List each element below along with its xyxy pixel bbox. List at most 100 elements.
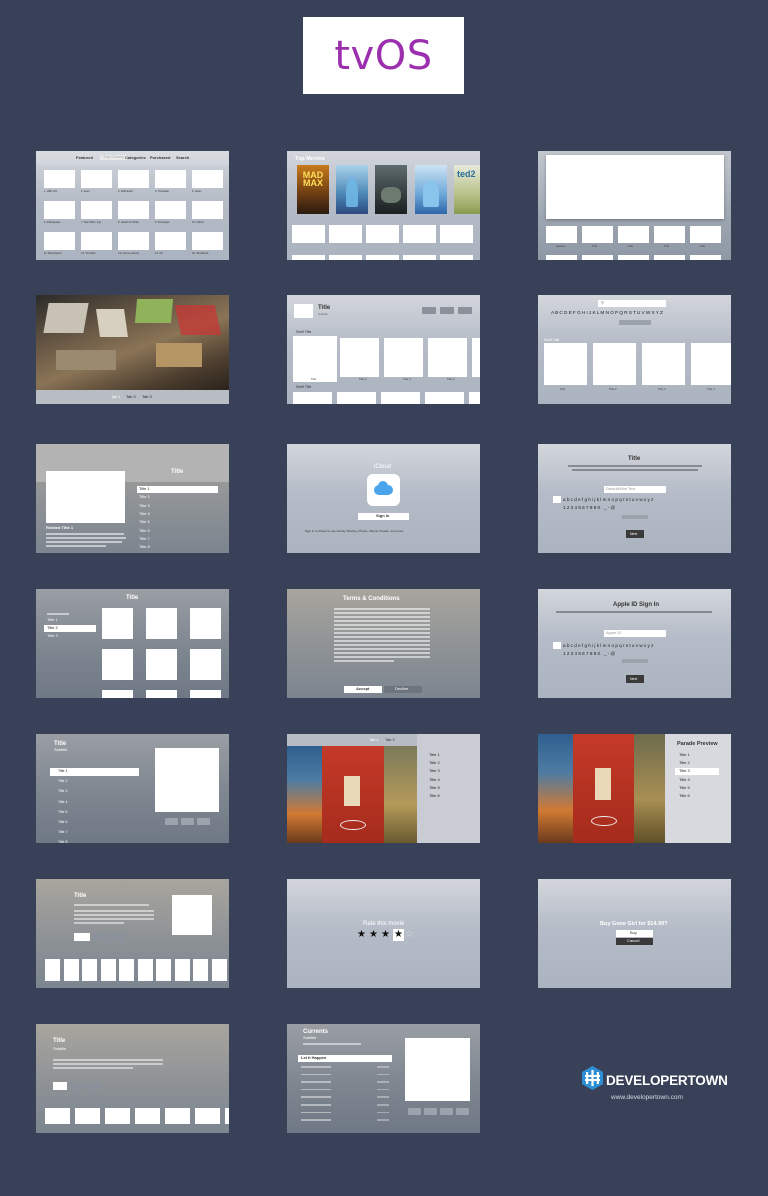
keyboard-row-numbers[interactable]: 1 2 3 4 5 6 7 8 9 0 . _ - @ xyxy=(563,651,616,656)
shelf-item[interactable] xyxy=(135,1108,160,1124)
app-icon[interactable] xyxy=(118,201,149,219)
shelf-item[interactable] xyxy=(225,1108,229,1124)
next-button[interactable] xyxy=(626,530,644,538)
grid-item[interactable] xyxy=(146,649,177,680)
star-icon[interactable]: ★ xyxy=(381,929,390,940)
movie-tile[interactable] xyxy=(440,255,473,260)
appleid-input[interactable] xyxy=(604,630,666,637)
movie-tile[interactable] xyxy=(329,255,362,260)
terms-conditions-template[interactable]: Terms & Conditions Accept Decline xyxy=(287,589,480,698)
action-button[interactable] xyxy=(74,933,90,941)
grid-item[interactable] xyxy=(102,649,133,680)
shelf-item[interactable] xyxy=(690,226,721,243)
app-store-top-charts-template[interactable]: Featured Top Charts Categories Purchased… xyxy=(36,151,229,260)
shelf-item[interactable] xyxy=(654,226,685,243)
shelf-item[interactable] xyxy=(211,959,227,981)
track-row[interactable] xyxy=(301,1081,331,1083)
modal-overlay-template[interactable]: Season Title Title Title Title xyxy=(538,151,731,260)
tab-top-charts[interactable]: Top Charts xyxy=(100,154,127,160)
shelf-item[interactable] xyxy=(82,959,97,981)
list-item-selected[interactable] xyxy=(137,486,218,493)
app-icon[interactable] xyxy=(192,201,223,219)
apple-id-signin-template[interactable]: Apple ID Sign In Apple ID a b c d e f g … xyxy=(538,589,731,698)
developertown-logo[interactable]: DEVELOPERTOWN www.developertown.com xyxy=(582,1063,728,1103)
sidebar-item-selected[interactable] xyxy=(44,625,96,632)
app-icon[interactable] xyxy=(81,232,112,250)
shelf-item[interactable] xyxy=(618,226,649,243)
key-shift[interactable] xyxy=(553,642,561,649)
keyboard-mode-toggle[interactable] xyxy=(619,320,651,325)
app-icon[interactable] xyxy=(155,170,186,188)
photo-tile[interactable] xyxy=(634,734,665,843)
shelf-item[interactable] xyxy=(546,226,577,243)
purchase-confirm-template[interactable]: Buy Gone Girl for $14.99? Buy Cancel xyxy=(538,879,731,988)
app-icon[interactable] xyxy=(118,232,149,250)
list-item-selected[interactable] xyxy=(50,768,139,776)
app-icon[interactable] xyxy=(44,170,75,188)
action-button[interactable] xyxy=(181,818,194,825)
sidebar-grid-template[interactable]: Title Title 1 Title 2 Title 3 xyxy=(36,589,229,698)
result-item[interactable] xyxy=(593,343,636,385)
keyboard-letters[interactable]: A B C D E F G H I J K L M N O P Q R S T … xyxy=(551,311,663,316)
star-icon[interactable]: ★ xyxy=(357,929,366,940)
shelf-item[interactable] xyxy=(105,1108,130,1124)
action-button[interactable] xyxy=(422,307,436,314)
action-button[interactable] xyxy=(408,1108,421,1115)
tab-purchased[interactable]: Purchased xyxy=(150,155,171,160)
rating-template[interactable]: Rate this movie ★ ★ ★ ★ ☆ xyxy=(287,879,480,988)
shelf-item[interactable] xyxy=(45,1108,70,1124)
detail-buttons-template[interactable]: Title Subtitle xyxy=(36,1024,229,1133)
track-row[interactable] xyxy=(301,1104,331,1106)
app-icon[interactable] xyxy=(44,201,75,219)
movie-tile[interactable] xyxy=(292,225,325,243)
tab-2[interactable]: Tab 2 xyxy=(385,737,395,742)
shelf-item[interactable] xyxy=(384,338,423,377)
split-list-template[interactable]: Title Related Title 1 Title 1 Title 2 Titl… xyxy=(36,444,229,553)
shelf-item[interactable] xyxy=(618,255,649,260)
movie-tile[interactable] xyxy=(403,255,436,260)
keyboard-row-letters[interactable]: a b c d e f g h i j k l m n o p q r s t … xyxy=(563,643,654,648)
photo-tile[interactable] xyxy=(287,746,322,843)
music-album-template[interactable]: Currents Subtitle Let It Happen xyxy=(287,1024,480,1133)
tab-featured[interactable]: Featured xyxy=(76,155,93,160)
tab-search[interactable]: Search xyxy=(176,155,190,160)
action-button[interactable] xyxy=(197,818,210,825)
movie-tile[interactable] xyxy=(292,255,325,260)
movie-poster[interactable] xyxy=(415,165,447,214)
grid-item[interactable] xyxy=(102,690,133,698)
list-preview-template[interactable]: Title Subtitle Title 1 Title 2 Title 3 Titl… xyxy=(36,734,229,843)
shelf-item[interactable] xyxy=(119,959,134,981)
star-icon[interactable]: ★ xyxy=(393,929,404,941)
parade-preview-template[interactable]: Parade Preview Title 1 Title 2 Title 3 Titl… xyxy=(538,734,731,843)
action-button[interactable] xyxy=(440,307,454,314)
text-input[interactable] xyxy=(604,486,666,493)
product-detail-template[interactable]: Title xyxy=(36,879,229,988)
shelf-item[interactable] xyxy=(63,959,79,981)
tab-2[interactable]: Tab 2 xyxy=(126,394,136,399)
shelf-item[interactable] xyxy=(428,338,467,377)
action-button[interactable] xyxy=(456,1108,469,1115)
movie-poster[interactable]: ted2 xyxy=(454,165,480,214)
app-icon[interactable] xyxy=(81,201,112,219)
accept-button[interactable] xyxy=(344,686,382,693)
photo-tile[interactable] xyxy=(573,734,634,843)
next-button[interactable] xyxy=(626,675,644,683)
buy-button[interactable] xyxy=(616,930,653,937)
grid-item[interactable] xyxy=(190,649,221,680)
shelf-item[interactable] xyxy=(193,959,208,981)
result-item[interactable] xyxy=(544,343,587,385)
photo-tile[interactable] xyxy=(538,734,573,843)
keyboard-row-numbers[interactable]: 1 2 3 4 5 6 7 8 9 0 . _ - @ xyxy=(563,505,616,510)
shelf-item[interactable] xyxy=(340,338,379,377)
keyboard-row-letters[interactable]: a b c d e f g h i j k l m n o p q r s t … xyxy=(563,497,654,502)
key-shift[interactable] xyxy=(553,496,561,503)
keyboard-mode-toggle[interactable] xyxy=(622,515,648,519)
shelf-item[interactable] xyxy=(137,959,153,981)
action-button[interactable] xyxy=(110,933,124,941)
text-entry-template[interactable]: Title Default/Hint Text a b c d e f g h … xyxy=(538,444,731,553)
shelf-item-focused[interactable] xyxy=(293,336,337,382)
shelf-item[interactable] xyxy=(293,392,332,404)
shelf-item[interactable] xyxy=(100,959,116,981)
decline-button[interactable] xyxy=(384,686,422,693)
cancel-button[interactable] xyxy=(616,938,653,945)
